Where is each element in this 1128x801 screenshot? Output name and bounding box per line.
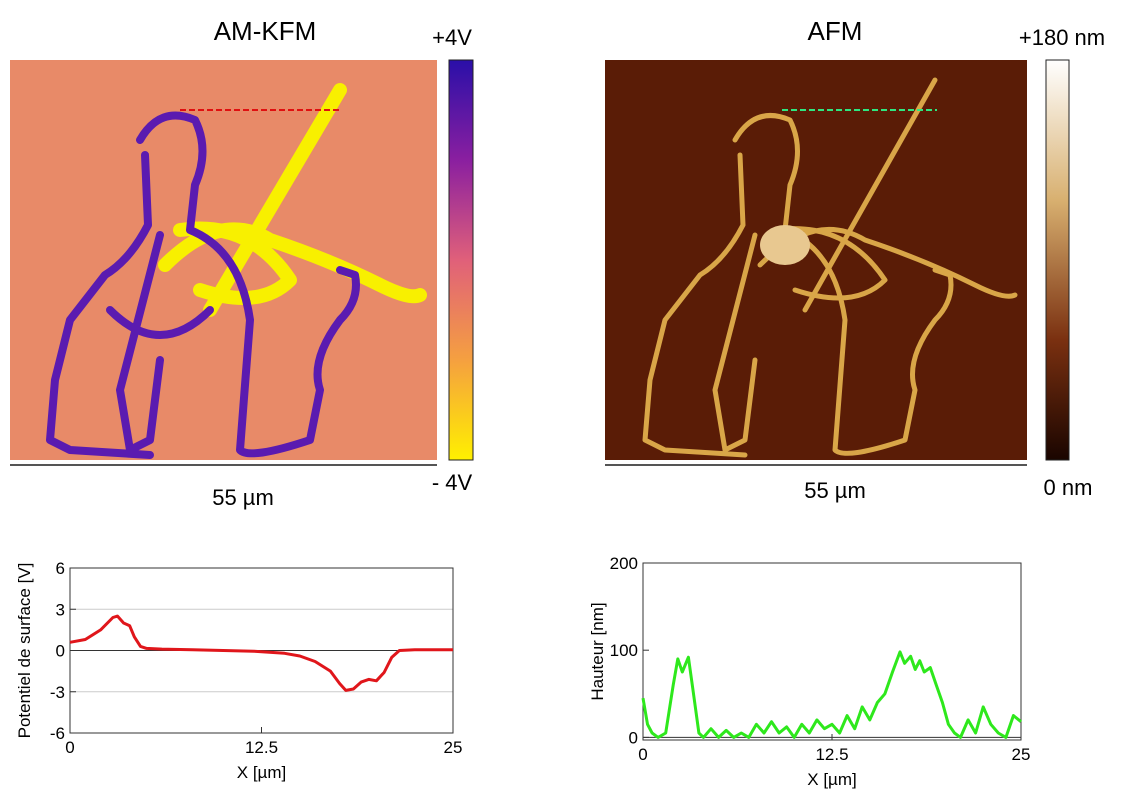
x-tick-label: 12.5: [245, 738, 278, 757]
y-tick-label: 100: [610, 641, 638, 660]
x-tick-label: 25: [1012, 745, 1031, 764]
x-axis-label: X [µm]: [807, 770, 856, 789]
y-tick-label: 200: [610, 554, 638, 573]
y-axis-label: Hauteur [nm]: [588, 602, 607, 700]
image-title: AFM: [808, 16, 863, 46]
y-tick-label: -3: [50, 683, 65, 702]
x-tick-label: 12.5: [815, 745, 848, 764]
kfm-image: [10, 60, 437, 460]
colorbar: [448, 59, 474, 461]
data-line: [69, 614, 453, 692]
plot-frame: [642, 562, 1022, 741]
colorbar-max: +4V: [432, 25, 472, 50]
y-tick-label: 0: [629, 728, 638, 747]
image-title: AM-KFM: [214, 16, 317, 46]
y-tick-label: 3: [56, 600, 65, 619]
x-tick-label: 0: [65, 738, 74, 757]
x-axis-label: X [µm]: [237, 763, 286, 782]
colorbar: [1045, 59, 1070, 461]
y-tick-label: -6: [50, 724, 65, 743]
colorbar-min: 0 nm: [1044, 475, 1093, 500]
x-tick-label: 25: [444, 738, 463, 757]
x-tick-label: 0: [638, 745, 647, 764]
colorbar-max: +180 nm: [1019, 25, 1105, 50]
data-line: [641, 650, 1022, 739]
scale-label: 55 µm: [804, 478, 866, 503]
afm-image: [605, 60, 1027, 460]
scale-label: 55 µm: [212, 485, 274, 510]
y-tick-label: 6: [56, 559, 65, 578]
y-axis-label: Potentiel de surface [V]: [15, 563, 34, 739]
colorbar-min: - 4V: [432, 470, 473, 495]
y-tick-label: 0: [56, 642, 65, 661]
